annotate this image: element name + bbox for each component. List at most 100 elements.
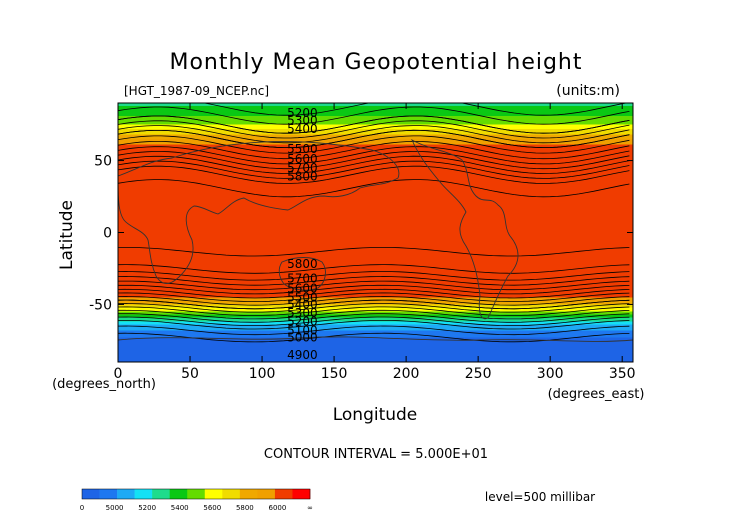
color-band — [118, 330, 633, 333]
x-axis-ticks: 0 50 100 150 200 250 300 350 — [114, 103, 636, 382]
color-band — [118, 137, 633, 140]
color-band — [118, 113, 633, 116]
contour-label: 5800 — [287, 257, 318, 271]
contour-line — [118, 179, 630, 198]
colorbar-swatch — [274, 489, 293, 499]
color-band — [118, 304, 633, 307]
color-band — [118, 107, 633, 110]
color-band — [118, 154, 633, 157]
color-band — [118, 195, 633, 198]
color-band — [118, 115, 633, 118]
color-band — [118, 104, 633, 107]
contour-line — [118, 299, 630, 310]
color-band — [118, 185, 633, 188]
contour-line — [118, 309, 630, 320]
color-band — [118, 272, 633, 275]
colorbar-label: 5600 — [203, 504, 221, 512]
source-label: [HGT_1987-09_NCEP.nc] — [124, 84, 269, 98]
color-band — [118, 215, 633, 218]
color-band — [118, 231, 633, 234]
contour-line — [118, 155, 630, 174]
contour-line — [118, 151, 630, 170]
color-band — [118, 242, 633, 245]
color-band — [118, 321, 633, 324]
color-band — [118, 225, 633, 228]
contour-lines — [118, 103, 630, 343]
y-tick-label: 0 — [103, 226, 112, 242]
colorbar-label: 5200 — [138, 504, 156, 512]
color-band — [118, 328, 633, 331]
color-band — [118, 228, 633, 231]
color-band — [118, 359, 633, 362]
colorbar-swatch — [117, 489, 135, 499]
contour-line — [118, 271, 630, 281]
color-band — [118, 141, 633, 144]
color-band — [118, 114, 633, 117]
contour-line — [118, 280, 630, 291]
color-band — [118, 220, 633, 224]
color-band — [118, 161, 633, 165]
color-band — [118, 343, 633, 346]
colorbar-labels: 0 5000 5200 5400 5600 5800 6000 ∞ — [80, 504, 313, 512]
color-band — [118, 176, 633, 179]
color-band — [118, 356, 633, 359]
colorbar-swatch — [187, 489, 206, 499]
contour-label: 5100 — [287, 323, 318, 337]
color-band — [118, 261, 633, 264]
chart-title: Monthly Mean Geopotential height — [169, 50, 582, 75]
color-band — [118, 340, 633, 343]
color-band — [118, 267, 633, 270]
colorbar-label: 5000 — [106, 504, 124, 512]
color-band — [118, 337, 633, 340]
color-band — [118, 268, 633, 271]
contour-line — [118, 276, 630, 286]
contour-label: 5000 — [287, 331, 318, 345]
color-band — [118, 213, 633, 216]
color-band — [118, 103, 633, 106]
units-label: (units:m) — [556, 83, 620, 99]
colorbar-label: 5400 — [171, 504, 189, 512]
contour-line — [118, 306, 630, 316]
color-band — [118, 274, 633, 277]
contour-line — [118, 296, 630, 306]
colorbar-label: 0 — [80, 504, 84, 512]
contour-line — [118, 303, 630, 313]
color-band — [118, 208, 633, 211]
color-band — [118, 174, 633, 177]
contour-line — [118, 292, 630, 303]
color-band — [118, 241, 633, 244]
contour-line — [118, 140, 630, 160]
color-band — [118, 164, 633, 167]
contour-line — [118, 135, 630, 154]
color-band — [118, 314, 633, 317]
color-band — [118, 124, 633, 127]
color-band — [118, 327, 633, 330]
color-band — [118, 190, 633, 193]
color-band — [118, 338, 633, 342]
color-band — [118, 285, 633, 288]
coastline-africa-eurasia — [118, 141, 400, 284]
color-band — [118, 249, 633, 252]
color-band — [118, 278, 633, 281]
color-band — [118, 354, 633, 357]
y-axis-ticks: -50 0 50 — [89, 154, 633, 313]
color-band — [118, 156, 633, 159]
color-band — [118, 341, 633, 344]
color-band — [118, 163, 633, 166]
color-band — [118, 146, 633, 149]
colorbar-swatch — [257, 489, 276, 499]
color-band — [118, 157, 633, 160]
color-band — [118, 265, 633, 268]
color-band — [118, 360, 633, 362]
x-tick-label: 150 — [321, 366, 348, 382]
color-band — [118, 219, 633, 222]
color-band — [118, 197, 633, 201]
contour-line — [118, 129, 630, 149]
contour-label: 5300 — [287, 113, 318, 127]
color-band — [118, 324, 633, 327]
color-band — [118, 126, 633, 129]
color-band — [118, 303, 633, 306]
colorbar-swatch — [204, 489, 223, 499]
color-band — [118, 130, 633, 133]
